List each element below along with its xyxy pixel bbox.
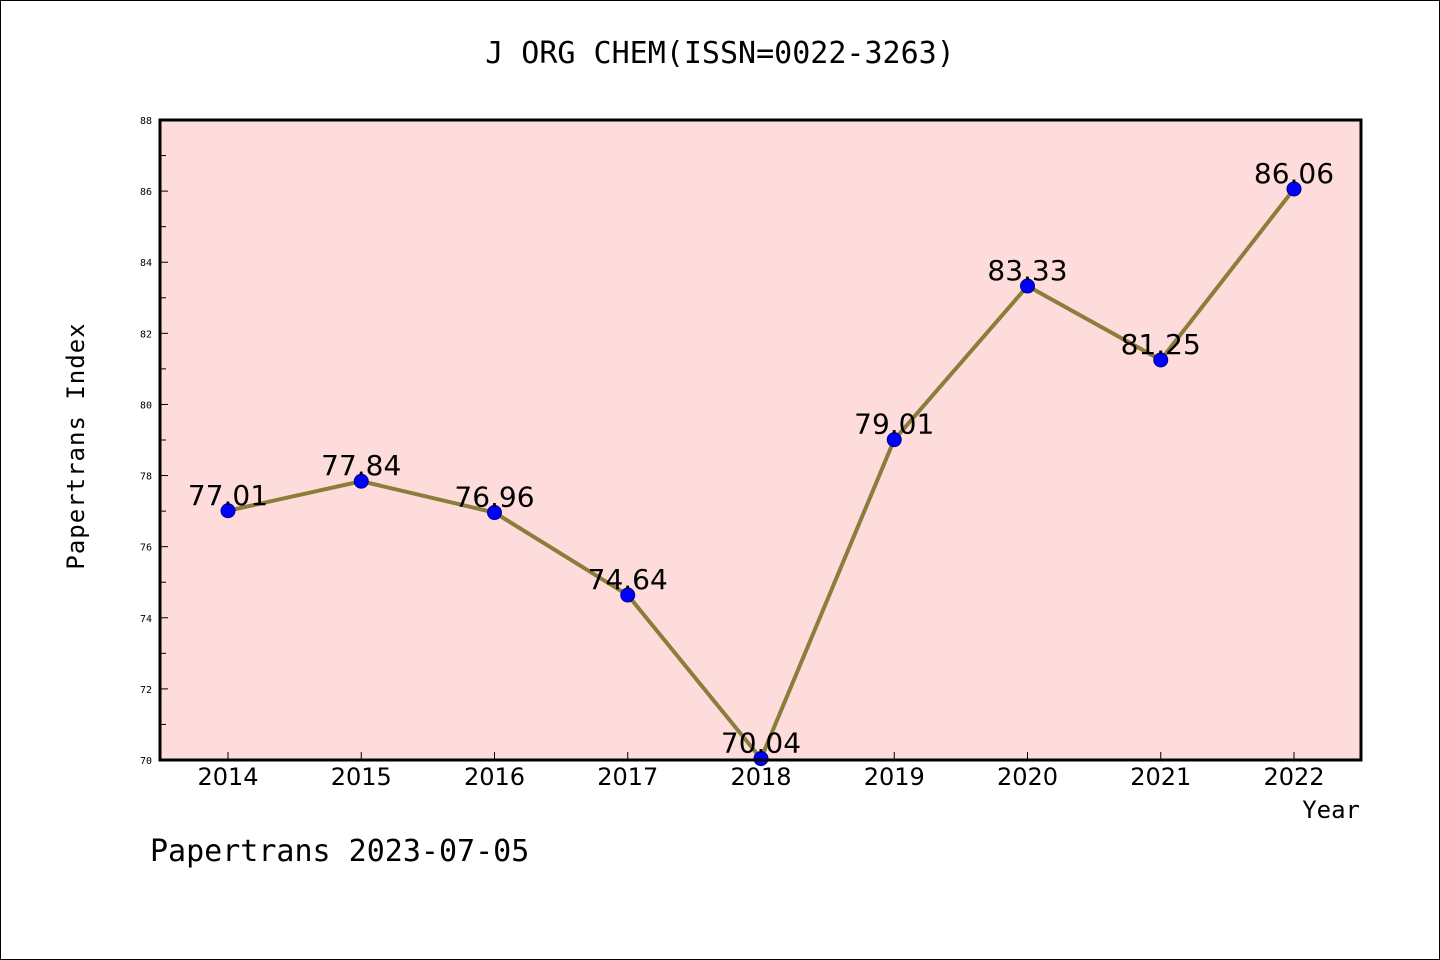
data-point: [487, 505, 502, 521]
data-label: 74.64: [588, 563, 668, 596]
y-tick-label: 82: [140, 329, 152, 340]
y-tick-label: 72: [140, 685, 152, 696]
y-tick-label: 80: [140, 400, 152, 411]
y-tick-label: 84: [140, 258, 152, 269]
data-label: 86.06: [1254, 157, 1334, 190]
data-label: 81.25: [1121, 328, 1201, 361]
x-axis: 2014 2015 2016 2017 2018 2019 2020 2021 2022: [197, 752, 1325, 791]
plot-area: [160, 120, 1361, 760]
data-point: [1286, 181, 1302, 197]
y-tick-label: 74: [140, 614, 152, 625]
x-tick-label: 2014: [197, 763, 258, 791]
x-tick-label: 2017: [597, 763, 658, 791]
data-point: [353, 473, 369, 489]
plot-border: [158, 118, 1363, 762]
data-point: [220, 503, 236, 519]
y-tick-label: 88: [140, 116, 152, 127]
data-label: 83.33: [987, 254, 1067, 287]
x-tick-label: 2022: [1263, 763, 1324, 791]
x-tick-label: 2015: [331, 763, 392, 791]
x-tick-label: 2021: [1130, 763, 1191, 791]
y-tick-label: 76: [140, 543, 152, 554]
data-label: 76.96: [454, 481, 534, 514]
data-point: [620, 587, 636, 603]
data-label: 77.84: [321, 449, 401, 482]
y-tick-label: 70: [140, 756, 152, 767]
data-label: 70.04: [721, 727, 801, 760]
x-tick-label: 2018: [730, 763, 791, 791]
data-label: 77.01: [188, 479, 268, 512]
y-tick-label: 78: [140, 472, 152, 483]
chart-title: J ORG CHEM(ISSN=0022-3263): [485, 36, 955, 71]
data-point: [1153, 352, 1169, 368]
data-point: [1020, 278, 1035, 294]
y-tick-label: 86: [140, 187, 152, 198]
data-label: 79.01: [854, 408, 934, 441]
x-tick-label: 2020: [997, 763, 1058, 791]
data-point: [886, 432, 902, 448]
x-tick-label: 2019: [864, 763, 925, 791]
x-axis-label: Year: [1302, 796, 1360, 824]
footer-caption: Papertrans 2023-07-05: [150, 834, 530, 869]
x-tick-label: 2016: [464, 763, 525, 791]
